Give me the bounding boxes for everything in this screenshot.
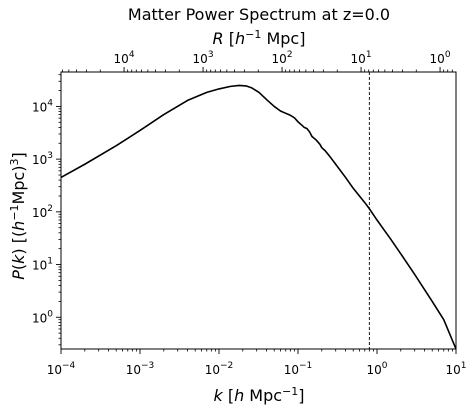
top-tick-label-3: 101 [351, 50, 372, 66]
power-spectrum-line [60, 84, 457, 350]
x-tick-label-0-exp: −4 [62, 361, 76, 371]
y-axis-label-open: ) [( [9, 231, 28, 255]
x-axis-label: k [h Mpc−1] [213, 385, 304, 405]
y-tick-label-0-base: 10 [32, 311, 47, 325]
top-tick-label-1-base: 10 [193, 52, 208, 66]
top-tick-label-3-exp: 1 [366, 50, 372, 60]
x-axis-label-k: k [213, 386, 223, 405]
top-tick-label-0: 104 [114, 50, 135, 66]
top-tick-label-0-base: 10 [114, 52, 129, 66]
axis-ticks: 10−4 10−3 10−2 10−1 100 101100101102103104104… [32, 50, 467, 377]
y-axis-label-unit: Mpc) [9, 165, 28, 204]
x-tick-label-2-exp: −2 [220, 361, 233, 371]
y-axis-label-h: h [9, 221, 28, 231]
x-tick-label-4: 100 [366, 361, 387, 377]
x-tick-label-4-exp: 0 [382, 361, 388, 371]
top-tick-label-4-exp: 0 [445, 50, 451, 60]
x-axis-label-unit: Mpc [244, 386, 282, 405]
top-tick-label-4: 100 [430, 50, 451, 66]
x-axis-label-open: [ [223, 386, 234, 405]
x-tick-label-5: 101 [445, 361, 466, 377]
top-x-axis-label-var: R [213, 29, 224, 48]
x-tick-label-0: 10−4 [47, 361, 76, 377]
y-tick-label-0-exp: 0 [47, 309, 53, 319]
y-tick-label-4-exp: 4 [47, 98, 53, 108]
x-tick-label-5-base: 10 [445, 363, 460, 377]
top-tick-label-2: 102 [272, 50, 293, 66]
top-x-axis-label: R [h−1 Mpc] [213, 28, 306, 48]
x-tick-label-1-base: 10 [126, 363, 141, 377]
x-tick-label-2: 10−2 [205, 361, 234, 377]
y-axis-label-k: k [9, 254, 28, 264]
plot-frame [60, 71, 457, 350]
x-tick-label-3-exp: −1 [299, 361, 312, 371]
y-tick-label-3-base: 10 [32, 153, 47, 167]
x-tick-label-0-base: 10 [47, 363, 62, 377]
y-tick-label-3-exp: 3 [47, 151, 53, 161]
top-tick-label-1-exp: 3 [208, 50, 214, 60]
top-x-axis-label-sup: −1 [245, 28, 261, 41]
y-axis-label-sup1: −1 [8, 204, 21, 220]
top-tick-label-4-base: 10 [430, 52, 445, 66]
y-tick-label-3: 103 [32, 151, 53, 167]
y-tick-label-0: 100 [32, 309, 53, 325]
x-tick-label-1-exp: −3 [141, 361, 154, 371]
y-axis-label: P(k) [(h−1Mpc)3] [8, 152, 28, 280]
y-tick-label-2-base: 10 [32, 206, 47, 220]
y-tick-label-4: 104 [32, 98, 53, 114]
y-axis-label-close: ] [9, 152, 28, 158]
y-axis-label-paren: ( [9, 264, 28, 270]
x-tick-label-3-base: 10 [284, 363, 299, 377]
y-axis-label-sup2: 3 [8, 158, 21, 165]
top-tick-label-0-exp: 4 [129, 50, 135, 60]
x-tick-label-4-base: 10 [366, 363, 381, 377]
x-tick-label-1: 10−3 [126, 361, 155, 377]
x-tick-label-3: 10−1 [284, 361, 313, 377]
x-axis-label-sup: −1 [282, 385, 298, 398]
y-tick-label-1-base: 10 [32, 259, 47, 273]
y-tick-label-2-exp: 2 [47, 204, 53, 214]
y-tick-label-4-base: 10 [32, 100, 47, 114]
y-tick-label-1: 101 [32, 257, 53, 273]
x-tick-label-2-base: 10 [205, 363, 220, 377]
top-tick-label-2-base: 10 [272, 52, 287, 66]
chart-title: Matter Power Spectrum at z=0.0 [128, 5, 390, 24]
y-tick-label-2: 102 [32, 204, 53, 220]
x-tick-label-5-exp: 1 [461, 361, 467, 371]
x-axis-label-h: h [234, 386, 244, 405]
plot-area [60, 71, 457, 350]
top-tick-label-2-exp: 2 [287, 50, 293, 60]
y-axis-label-p: P [9, 270, 28, 280]
y-tick-label-1-exp: 1 [47, 257, 53, 267]
top-tick-label-1: 103 [193, 50, 214, 66]
top-x-axis-label-h: h [235, 29, 245, 48]
top-x-axis-label-unit: Mpc] [261, 29, 305, 48]
x-axis-label-close: ] [298, 386, 304, 405]
top-tick-label-3-base: 10 [351, 52, 366, 66]
top-x-axis-label-open: [ [224, 29, 235, 48]
